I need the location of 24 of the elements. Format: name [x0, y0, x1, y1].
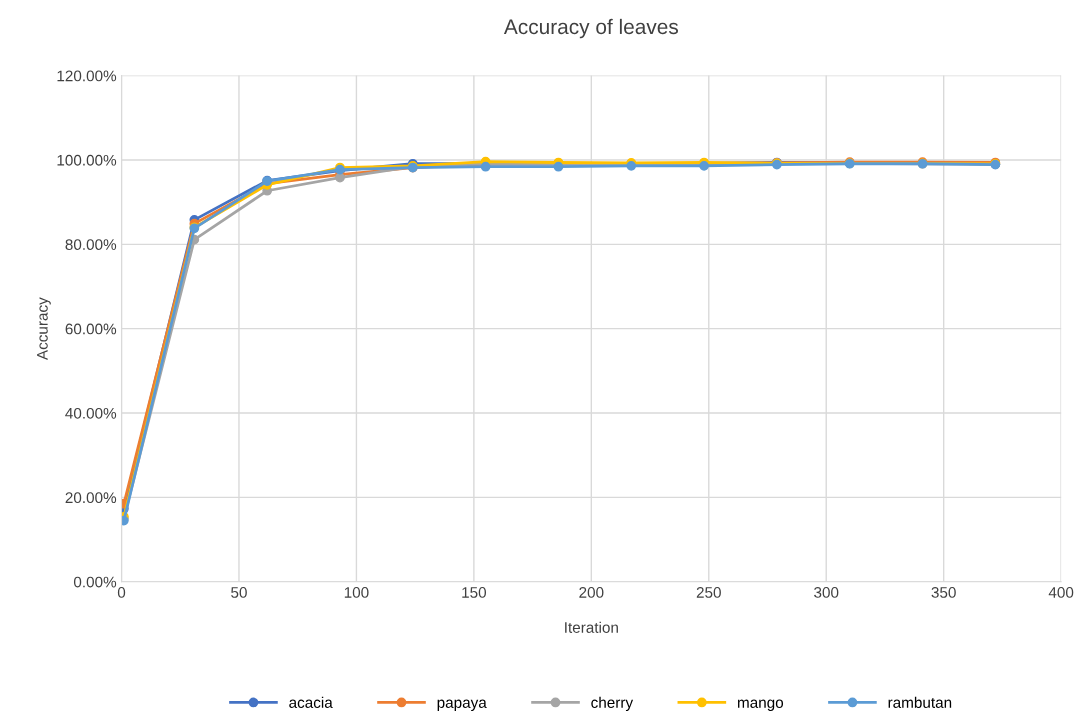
y-tick-label: 40.00% [65, 407, 117, 419]
legend-label: acacia [289, 696, 333, 708]
x-tick-label: 150 [462, 587, 487, 598]
legend-label: cherry [591, 696, 634, 711]
y-tick-label: 120.00% [57, 70, 117, 82]
y-tick-label: 20.00% [65, 492, 117, 504]
x-tick-label: 350 [931, 587, 956, 598]
x-tick-label: 300 [814, 587, 839, 598]
x-tick-label: 200 [579, 587, 604, 598]
legend-label: rambutan [888, 696, 952, 708]
y-tick-label: 0.00% [73, 576, 117, 588]
y-axis-title: Accuracy [37, 297, 51, 361]
x-tick-label: 400 [1048, 587, 1074, 598]
x-tick-label: 50 [231, 587, 247, 598]
x-tick-label: 250 [696, 587, 721, 598]
chart-title: Accuracy of leaves [503, 18, 678, 39]
legend-label: papaya [437, 699, 487, 711]
y-tick-label: 100.00% [57, 154, 117, 166]
y-tick-label: 60.00% [65, 323, 117, 335]
x-tick-label: 100 [344, 587, 369, 598]
x-tick-label: 0 [117, 587, 126, 598]
legend-label: mango [737, 699, 784, 711]
y-tick-label: 80.00% [65, 239, 117, 251]
x-axis-title: Iteration [565, 621, 618, 633]
